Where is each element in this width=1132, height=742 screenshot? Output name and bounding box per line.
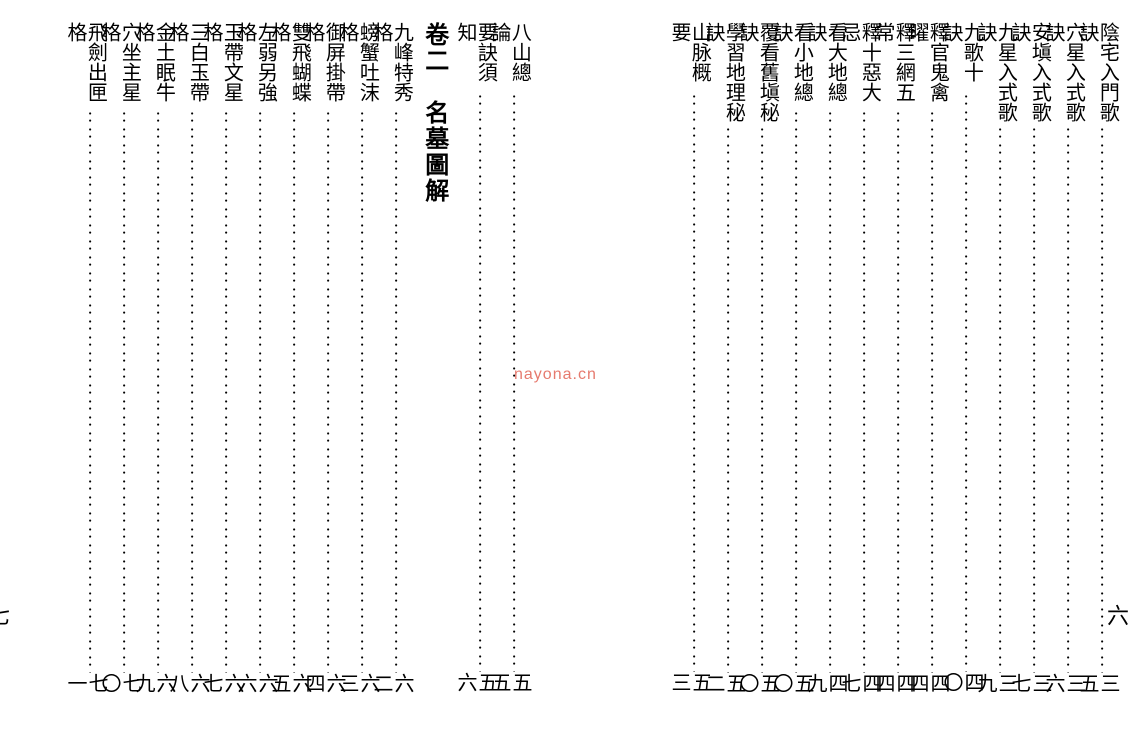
toc-entry: 螃蟹吐沫格：：：：：：：：：：：：：：：：：：：：：：：：：：：：：：：：：：：…: [344, 22, 370, 722]
dotted-leader: ：：：：：：：：：：：：：：：：：：：：：：：：：：：：：：：：：：：：：：：：…: [1022, 127, 1036, 674]
dotted-leader: ：：：：：：：：：：：：：：：：：：：：：：：：：：：：：：：：：：：：：：：：…: [954, 94, 968, 672]
entry-title: 九峰特秀格: [371, 22, 412, 111]
toc-entry: 釋十惡大忌：：：：：：：：：：：：：：：：：：：：：：：：：：：：：：：：：：：…: [846, 22, 872, 722]
page-left: 七 八山總論：：：：：：：：：：：：：：：：：：：：：：：：：：：：：：：：：：…: [6, 0, 526, 742]
entry-page: 五五: [488, 672, 530, 708]
dotted-leader: ：：：：：：：：：：：：：：：：：：：：：：：：：：：：：：：：：：：：：：：：…: [384, 111, 398, 673]
toc-entry: 看大地總訣：：：：：：：：：：：：：：：：：：：：：：：：：：：：：：：：：：：…: [812, 22, 838, 722]
toc-entry: 釋三網五常：：：：：：：：：：：：：：：：：：：：：：：：：：：：：：：：：：：…: [880, 22, 906, 722]
dotted-leader: ：：：：：：：：：：：：：：：：：：：：：：：：：：：：：：：：：：：：：：：：…: [248, 111, 262, 673]
toc-entry: 金土眠牛格：：：：：：：：：：：：：：：：：：：：：：：：：：：：：：：：：：：…: [140, 22, 166, 722]
dotted-leader: ：：：：：：：：：：：：：：：：：：：：：：：：：：：：：：：：：：：：：：：：…: [316, 111, 330, 673]
dotted-leader: ：：：：：：：：：：：：：：：：：：：：：：：：：：：：：：：：：：：：：：：：…: [1090, 127, 1104, 674]
dotted-leader: ：：：：：：：：：：：：：：：：：：：：：：：：：：：：：：：：：：：：：：：：…: [112, 111, 126, 673]
page-number-right: 六: [1100, 604, 1132, 626]
dotted-leader: ：：：：：：：：：：：：：：：：：：：：：：：：：：：：：：：：：：：：：：：：…: [78, 111, 92, 673]
entry-page: 六二: [370, 673, 412, 709]
toc-entry: 釋官鬼禽曜：：：：：：：：：：：：：：：：：：：：：：：：：：：：：：：：：：：…: [914, 22, 940, 722]
dotted-leader: ：：：：：：：：：：：：：：：：：：：：：：：：：：：：：：：：：：：：：：：：…: [214, 111, 228, 673]
page-right: 六 陰宅入門歌訣：：：：：：：：：：：：：：：：：：：：：：：：：：：：：：：：…: [584, 0, 1114, 742]
dotted-leader: ：：：：：：：：：：：：：：：：：：：：：：：：：：：：：：：：：：：：：：：：…: [468, 94, 482, 672]
section-heading: 卷二名墓圖解: [416, 22, 450, 702]
entry-title: 八山總論: [489, 22, 530, 94]
toc-entry: 御屏掛帶格：：：：：：：：：：：：：：：：：：：：：：：：：：：：：：：：：：：…: [310, 22, 336, 722]
toc-entry: 九峰特秀格：：：：：：：：：：：：：：：：：：：：：：：：：：：：：：：：：：：…: [378, 22, 404, 722]
dotted-leader: ：：：：：：：：：：：：：：：：：：：：：：：：：：：：：：：：：：：：：：：：…: [852, 111, 866, 673]
columns-right: 陰宅入門歌訣：：：：：：：：：：：：：：：：：：：：：：：：：：：：：：：：：：…: [672, 22, 1114, 722]
toc-entry: 看小地總訣：：：：：：：：：：：：：：：：：：：：：：：：：：：：：：：：：：：…: [778, 22, 804, 722]
page-number-left: 七: [0, 604, 13, 626]
dotted-leader: ：：：：：：：：：：：：：：：：：：：：：：：：：：：：：：：：：：：：：：：：…: [282, 111, 296, 673]
toc-entry: 三白玉帶格：：：：：：：：：：：：：：：：：：：：：：：：：：：：：：：：：：：…: [174, 22, 200, 722]
toc-entry: 玉帶文星格：：：：：：：：：：：：：：：：：：：：：：：：：：：：：：：：：：：…: [208, 22, 234, 722]
dotted-leader: ：：：：：：：：：：：：：：：：：：：：：：：：：：：：：：：：：：：：：：：：…: [784, 111, 798, 673]
toc-entry: 山脉概要：：：：：：：：：：：：：：：：：：：：：：：：：：：：：：：：：：：：…: [676, 22, 702, 722]
dotted-leader: ：：：：：：：：：：：：：：：：：：：：：：：：：：：：：：：：：：：：：：：：…: [716, 127, 730, 674]
toc-entry: 九歌十訣：：：：：：：：：：：：：：：：：：：：：：：：：：：：：：：：：：：：…: [948, 22, 974, 722]
dotted-leader: ：：：：：：：：：：：：：：：：：：：：：：：：：：：：：：：：：：：：：：：：…: [350, 111, 364, 673]
dotted-leader: ：：：：：：：：：：：：：：：：：：：：：：：：：：：：：：：：：：：：：：：：…: [180, 111, 194, 673]
entry-page: 三五: [1076, 673, 1118, 708]
entry-title: 陰宅入門歌訣: [1077, 22, 1118, 127]
toc-entry: 安塡入式歌訣：：：：：：：：：：：：：：：：：：：：：：：：：：：：：：：：：：…: [1016, 22, 1042, 722]
dotted-leader: ：：：：：：：：：：：：：：：：：：：：：：：：：：：：：：：：：：：：：：：：…: [886, 111, 900, 673]
dotted-leader: ：：：：：：：：：：：：：：：：：：：：：：：：：：：：：：：：：：：：：：：：…: [920, 111, 934, 673]
toc-entry: 學習地理秘訣：：：：：：：：：：：：：：：：：：：：：：：：：：：：：：：：：：…: [710, 22, 736, 722]
dotted-leader: ：：：：：：：：：：：：：：：：：：：：：：：：：：：：：：：：：：：：：：：：…: [146, 111, 160, 673]
toc-entry: 覆看舊塡秘訣：：：：：：：：：：：：：：：：：：：：：：：：：：：：：：：：：：…: [744, 22, 770, 722]
toc-entry: 穴坐主星格：：：：：：：：：：：：：：：：：：：：：：：：：：：：：：：：：：：…: [106, 22, 132, 722]
toc-entry: 穴星入式歌訣：：：：：：：：：：：：：：：：：：：：：：：：：：：：：：：：：：…: [1050, 22, 1076, 722]
section-heading-line2: 名墓圖解: [419, 100, 447, 204]
dotted-leader: ：：：：：：：：：：：：：：：：：：：：：：：：：：：：：：：：：：：：：：：：…: [750, 127, 764, 674]
columns-left: 八山總論：：：：：：：：：：：：：：：：：：：：：：：：：：：：：：：：：：：：…: [68, 22, 526, 722]
dotted-leader: ：：：：：：：：：：：：：：：：：：：：：：：：：：：：：：：：：：：：：：：：…: [1056, 127, 1070, 674]
section-heading-line1: 卷二: [419, 22, 447, 74]
toc-entry: 九星入式歌訣：：：：：：：：：：：：：：：：：：：：：：：：：：：：：：：：：：…: [982, 22, 1008, 722]
toc-entry: 雙飛蝴蝶格：：：：：：：：：：：：：：：：：：：：：：：：：：：：：：：：：：：…: [276, 22, 302, 722]
toc-entry: 要訣須知：：：：：：：：：：：：：：：：：：：：：：：：：：：：：：：：：：：：…: [462, 22, 488, 722]
dotted-leader: ：：：：：：：：：：：：：：：：：：：：：：：：：：：：：：：：：：：：：：：：…: [988, 127, 1002, 674]
dotted-leader: ：：：：：：：：：：：：：：：：：：：：：：：：：：：：：：：：：：：：：：：：…: [818, 111, 832, 673]
toc-entry: 左弱另強格：：：：：：：：：：：：：：：：：：：：：：：：：：：：：：：：：：：…: [242, 22, 268, 722]
dotted-leader: ：：：：：：：：：：：：：：：：：：：：：：：：：：：：：：：：：：：：：：：：…: [682, 94, 696, 672]
toc-entry: 飛劍出匣格：：：：：：：：：：：：：：：：：：：：：：：：：：：：：：：：：：：…: [72, 22, 98, 722]
watermark: nayona.cn: [514, 366, 597, 384]
